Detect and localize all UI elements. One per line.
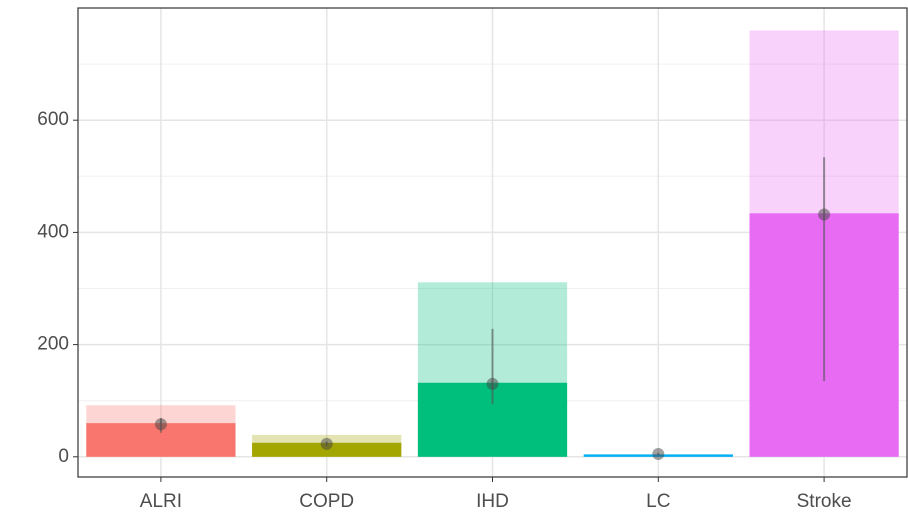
- y-tick-label: 400: [37, 221, 69, 242]
- x-tick-label: COPD: [299, 491, 354, 512]
- y-tick-label: 600: [37, 109, 69, 130]
- point: [652, 447, 665, 460]
- point: [320, 437, 333, 450]
- x-tick-label: Stroke: [797, 491, 852, 512]
- x-tick-label: ALRI: [140, 491, 182, 512]
- x-tick-label: IHD: [476, 491, 509, 512]
- x-tick-label: LC: [646, 491, 670, 512]
- y-tick-label: 0: [58, 446, 69, 467]
- point: [154, 418, 167, 431]
- plot-border: [77, 7, 908, 478]
- point: [486, 377, 499, 390]
- point: [818, 208, 831, 221]
- y-tick-label: 200: [37, 334, 69, 355]
